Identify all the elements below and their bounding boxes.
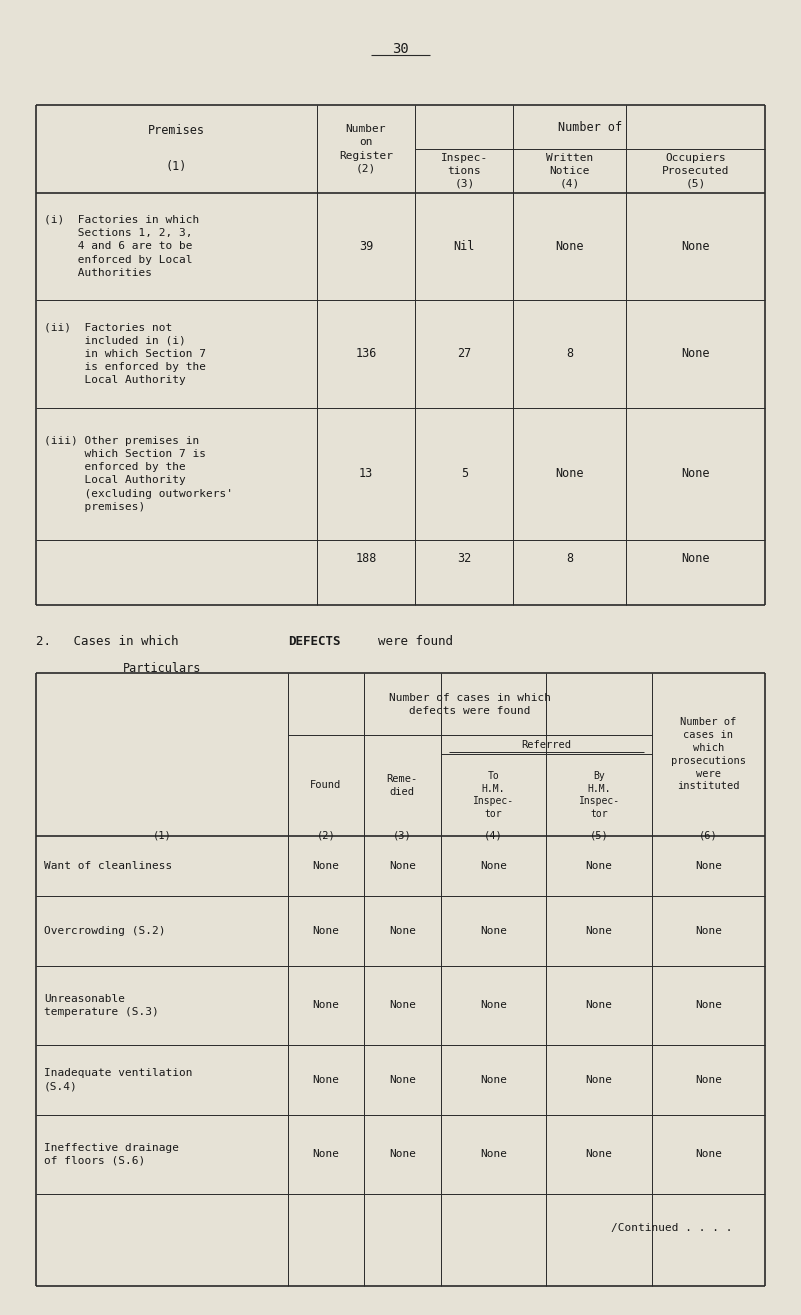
- Text: 136: 136: [355, 347, 376, 360]
- Text: Number of
cases in
which
prosecutions
were
instituted: Number of cases in which prosecutions we…: [671, 718, 746, 792]
- Text: Nil: Nil: [453, 239, 475, 252]
- Text: 8: 8: [566, 552, 574, 565]
- Text: None: None: [480, 926, 507, 936]
- Text: None: None: [480, 1001, 507, 1010]
- Text: DEFECTS: DEFECTS: [288, 635, 341, 648]
- Text: (i)  Factories in which
     Sections 1, 2, 3,
     4 and 6 are to be
     enfor: (i) Factories in which Sections 1, 2, 3,…: [44, 214, 199, 277]
- Text: 39: 39: [359, 239, 373, 252]
- Text: (iii) Other premises in
      which Section 7 is
      enforced by the
      Loc: (iii) Other premises in which Section 7 …: [44, 435, 233, 512]
- Text: None: None: [586, 1149, 613, 1160]
- Text: /Continued . . . .: /Continued . . . .: [611, 1223, 732, 1232]
- Text: Number of cases in which
defects were found: Number of cases in which defects were fo…: [388, 693, 551, 715]
- Text: were found: were found: [363, 635, 453, 648]
- Text: None: None: [682, 347, 710, 360]
- Text: 13: 13: [359, 467, 373, 480]
- Text: Inadequate ventilation
(S.4): Inadequate ventilation (S.4): [44, 1068, 192, 1091]
- Text: None: None: [682, 239, 710, 252]
- Text: None: None: [388, 861, 416, 871]
- Text: None: None: [682, 467, 710, 480]
- Text: (ii)  Factories not
      included in (i)
      in which Section 7
      is enfo: (ii) Factories not included in (i) in wh…: [44, 322, 206, 385]
- Text: Occupiers
Prosecuted
(5): Occupiers Prosecuted (5): [662, 153, 730, 189]
- Text: (6): (6): [699, 831, 718, 840]
- Text: None: None: [586, 1001, 613, 1010]
- Text: None: None: [388, 1074, 416, 1085]
- Text: 188: 188: [355, 552, 376, 565]
- Text: None: None: [695, 1074, 722, 1085]
- Text: 27: 27: [457, 347, 472, 360]
- Text: To
H.M.
Inspec-
tor: To H.M. Inspec- tor: [473, 772, 514, 819]
- Text: None: None: [586, 926, 613, 936]
- Text: None: None: [388, 926, 416, 936]
- Text: None: None: [480, 1149, 507, 1160]
- Text: None: None: [312, 1074, 340, 1085]
- Text: None: None: [312, 1149, 340, 1160]
- Text: (3): (3): [393, 831, 412, 840]
- Text: 30: 30: [392, 42, 409, 57]
- Text: None: None: [312, 926, 340, 936]
- Text: Inspec-
tions
(3): Inspec- tions (3): [441, 153, 488, 189]
- Text: None: None: [695, 926, 722, 936]
- Text: Want of cleanliness: Want of cleanliness: [44, 861, 172, 871]
- Text: None: None: [586, 1074, 613, 1085]
- Text: 8: 8: [566, 347, 574, 360]
- Text: None: None: [480, 1074, 507, 1085]
- Text: (2): (2): [316, 831, 335, 840]
- Text: 32: 32: [457, 552, 472, 565]
- Text: Reme-
died: Reme- died: [387, 773, 418, 797]
- Text: Number of: Number of: [558, 121, 622, 134]
- Text: None: None: [695, 1149, 722, 1160]
- Text: (4): (4): [484, 831, 503, 840]
- Text: None: None: [388, 1149, 416, 1160]
- Text: None: None: [695, 1001, 722, 1010]
- Text: Premises

(1): Premises (1): [148, 125, 205, 174]
- Text: None: None: [480, 861, 507, 871]
- Text: Particulars: Particulars: [123, 663, 201, 676]
- Text: Number
on
Register
(2): Number on Register (2): [339, 124, 392, 174]
- Text: None: None: [556, 239, 584, 252]
- Text: None: None: [388, 1001, 416, 1010]
- Text: Ineffective drainage
of floors (S.6): Ineffective drainage of floors (S.6): [44, 1143, 179, 1166]
- Text: None: None: [586, 861, 613, 871]
- Text: None: None: [682, 552, 710, 565]
- Text: By
H.M.
Inspec-
tor: By H.M. Inspec- tor: [578, 772, 620, 819]
- Text: Found: Found: [310, 780, 341, 790]
- Text: (1): (1): [152, 831, 171, 840]
- Text: Overcrowding (S.2): Overcrowding (S.2): [44, 926, 166, 936]
- Text: Referred: Referred: [521, 740, 571, 750]
- Text: Unreasonable
temperature (S.3): Unreasonable temperature (S.3): [44, 994, 159, 1016]
- Text: Written
Notice
(4): Written Notice (4): [546, 153, 594, 189]
- Text: None: None: [556, 467, 584, 480]
- Text: None: None: [695, 861, 722, 871]
- Text: 2.   Cases in which: 2. Cases in which: [36, 635, 194, 648]
- Text: (5): (5): [590, 831, 609, 840]
- Text: None: None: [312, 861, 340, 871]
- Text: 5: 5: [461, 467, 468, 480]
- Text: None: None: [312, 1001, 340, 1010]
